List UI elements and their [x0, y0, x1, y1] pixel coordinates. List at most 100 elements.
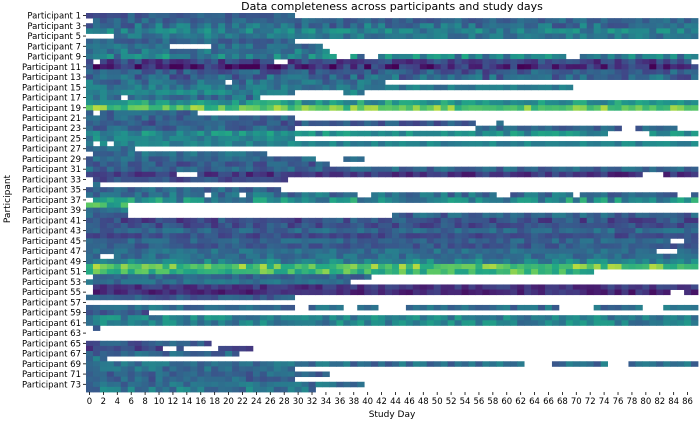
heatmap-cell: [677, 141, 685, 147]
heatmap-cell: [218, 105, 226, 111]
heatmap-cell: [225, 197, 233, 203]
y-tick-label: Participant 47: [22, 247, 81, 257]
heatmap-cell: [280, 130, 289, 137]
heatmap-cell: [225, 130, 233, 137]
heatmap-cell: [322, 53, 330, 60]
heatmap-cell: [211, 258, 219, 265]
heatmap-cell: [204, 294, 212, 301]
heatmap-cell: [106, 161, 115, 168]
heatmap-cell: [656, 253, 664, 260]
heatmap-cell: [245, 222, 254, 229]
heatmap-cell: [127, 79, 136, 86]
heatmap-cell: [419, 253, 428, 260]
heatmap-cell: [565, 248, 574, 255]
heatmap-cell: [141, 284, 149, 290]
heatmap-cell: [245, 253, 254, 260]
heatmap-cell: [600, 233, 608, 239]
heatmap-cell: [183, 64, 191, 70]
heatmap-cell: [92, 171, 101, 178]
heatmap-cell: [489, 23, 497, 29]
heatmap-cell: [218, 161, 226, 168]
heatmap-cell: [162, 105, 170, 111]
heatmap-cell: [120, 361, 129, 367]
heatmap-cell: [531, 74, 539, 80]
heatmap-cell: [99, 100, 108, 106]
heatmap-cell: [593, 33, 602, 40]
heatmap-cell: [322, 166, 330, 173]
heatmap-cell: [169, 187, 177, 193]
heatmap-cell: [280, 13, 289, 19]
heatmap-cell: [649, 361, 657, 367]
heatmap-cell: [120, 48, 129, 55]
heatmap-cell: [266, 381, 275, 388]
heatmap-cell: [92, 310, 101, 316]
heatmap-cell: [510, 105, 518, 111]
heatmap-cell: [190, 125, 198, 132]
heatmap-cell: [148, 320, 156, 326]
heatmap-cell: [315, 141, 323, 147]
heatmap-cell: [92, 217, 101, 224]
heatmap-cell: [190, 217, 198, 224]
heatmap-cell: [621, 53, 629, 60]
heatmap-cell: [190, 371, 198, 378]
heatmap-cell: [141, 105, 149, 111]
heatmap-cell: [503, 28, 511, 34]
heatmap-cell: [628, 18, 636, 24]
heatmap-cell: [565, 212, 574, 219]
heatmap-cell: [503, 258, 511, 265]
heatmap-cell: [245, 366, 254, 372]
heatmap-cell: [106, 217, 115, 224]
heatmap-cell: [176, 269, 184, 275]
heatmap-cell: [252, 289, 261, 296]
heatmap-cell: [197, 269, 205, 275]
heatmap-cell: [308, 253, 316, 260]
heatmap-cell: [190, 381, 198, 388]
heatmap-cell: [677, 53, 685, 60]
heatmap-cell: [245, 18, 254, 24]
heatmap-cell: [92, 202, 101, 209]
heatmap-cell: [294, 161, 302, 168]
heatmap-cell: [357, 320, 365, 326]
heatmap-cell: [579, 248, 588, 255]
heatmap-cell: [482, 228, 490, 234]
heatmap-cell: [538, 130, 546, 137]
heatmap-cell: [211, 18, 219, 24]
heatmap-cell: [558, 166, 567, 173]
heatmap-cell: [204, 340, 212, 347]
heatmap-cell: [656, 53, 664, 60]
heatmap-cell: [273, 18, 282, 24]
heatmap-cell: [558, 243, 567, 249]
heatmap-cell: [183, 69, 191, 75]
heatmap-cell: [579, 233, 588, 239]
heatmap-cell: [600, 304, 608, 311]
heatmap-cell: [419, 192, 428, 198]
heatmap-cell: [280, 289, 289, 296]
heatmap-cell: [656, 192, 664, 198]
heatmap-cell: [176, 351, 184, 357]
heatmap-cell: [551, 197, 560, 203]
heatmap-cell: [489, 228, 497, 234]
heatmap-cell: [176, 320, 184, 326]
heatmap-cell: [99, 105, 108, 111]
heatmap-cell: [225, 238, 233, 244]
heatmap-cell: [280, 23, 289, 29]
heatmap-cell: [315, 258, 323, 265]
heatmap-cell: [308, 48, 316, 55]
heatmap-cell: [148, 105, 156, 111]
heatmap-cell: [176, 38, 184, 45]
heatmap-cell: [545, 33, 553, 40]
heatmap-cell: [315, 74, 323, 80]
heatmap-cell: [454, 222, 462, 229]
heatmap-cell: [350, 100, 358, 106]
heatmap-cell: [510, 84, 518, 91]
heatmap-cell: [475, 18, 483, 24]
heatmap-cell: [106, 274, 115, 280]
heatmap-cell: [558, 233, 567, 239]
heatmap-cell: [92, 351, 101, 357]
heatmap-cell: [593, 197, 602, 203]
heatmap-cell: [343, 217, 351, 224]
heatmap-cell: [524, 33, 532, 40]
heatmap-cell: [551, 258, 560, 265]
heatmap-cell: [419, 197, 428, 203]
heatmap-cell: [350, 120, 358, 127]
